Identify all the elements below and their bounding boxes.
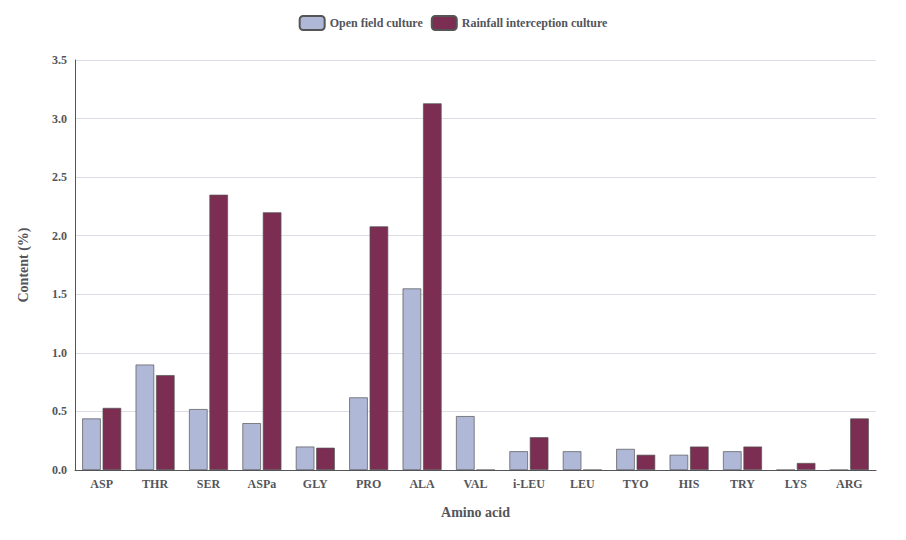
svg-text:ASPa: ASPa xyxy=(248,477,277,491)
svg-text:LYS: LYS xyxy=(785,477,808,491)
svg-text:ALA: ALA xyxy=(409,477,435,491)
svg-text:1.0: 1.0 xyxy=(52,346,67,360)
svg-text:0.5: 0.5 xyxy=(52,404,67,418)
svg-text:GLY: GLY xyxy=(303,477,328,491)
svg-text:0.0: 0.0 xyxy=(52,463,67,477)
svg-text:ARG: ARG xyxy=(836,477,863,491)
svg-text:ASP: ASP xyxy=(90,477,113,491)
svg-text:1.5: 1.5 xyxy=(52,287,67,301)
svg-text:THR: THR xyxy=(142,477,168,491)
svg-text:Rainfall interception culture: Rainfall interception culture xyxy=(462,16,608,30)
svg-text:3.5: 3.5 xyxy=(52,53,67,67)
svg-text:SER: SER xyxy=(197,477,221,491)
svg-text:Content (%): Content (%) xyxy=(16,227,32,302)
svg-text:TRY: TRY xyxy=(730,477,755,491)
svg-text:VAL: VAL xyxy=(464,477,488,491)
svg-text:2.5: 2.5 xyxy=(52,170,67,184)
svg-text:HIS: HIS xyxy=(679,477,700,491)
svg-text:Amino acid: Amino acid xyxy=(441,505,510,520)
svg-text:i-LEU: i-LEU xyxy=(513,477,545,491)
svg-text:LEU: LEU xyxy=(570,477,595,491)
svg-text:Open field culture: Open field culture xyxy=(330,16,424,30)
svg-text:TYO: TYO xyxy=(623,477,649,491)
svg-text:PRO: PRO xyxy=(356,477,381,491)
svg-text:2.0: 2.0 xyxy=(52,229,67,243)
svg-text:3.0: 3.0 xyxy=(52,112,67,126)
